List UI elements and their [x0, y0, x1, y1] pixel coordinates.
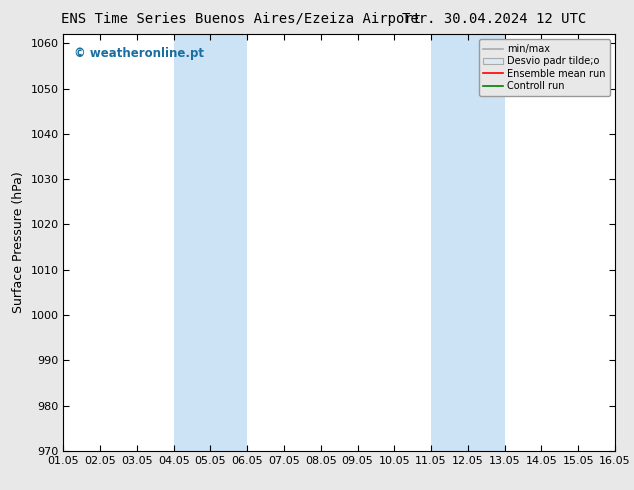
Text: Ter. 30.04.2024 12 UTC: Ter. 30.04.2024 12 UTC [403, 12, 586, 26]
Y-axis label: Surface Pressure (hPa): Surface Pressure (hPa) [12, 172, 25, 314]
Bar [431, 34, 505, 451]
Text: ENS Time Series Buenos Aires/Ezeiza Airport: ENS Time Series Buenos Aires/Ezeiza Airp… [61, 12, 421, 26]
Bar [174, 34, 247, 451]
Text: © weatheronline.pt: © weatheronline.pt [74, 47, 204, 60]
Legend: min/max, Desvio padr tilde;o, Ensemble mean run, Controll run: min/max, Desvio padr tilde;o, Ensemble m… [479, 39, 610, 96]
